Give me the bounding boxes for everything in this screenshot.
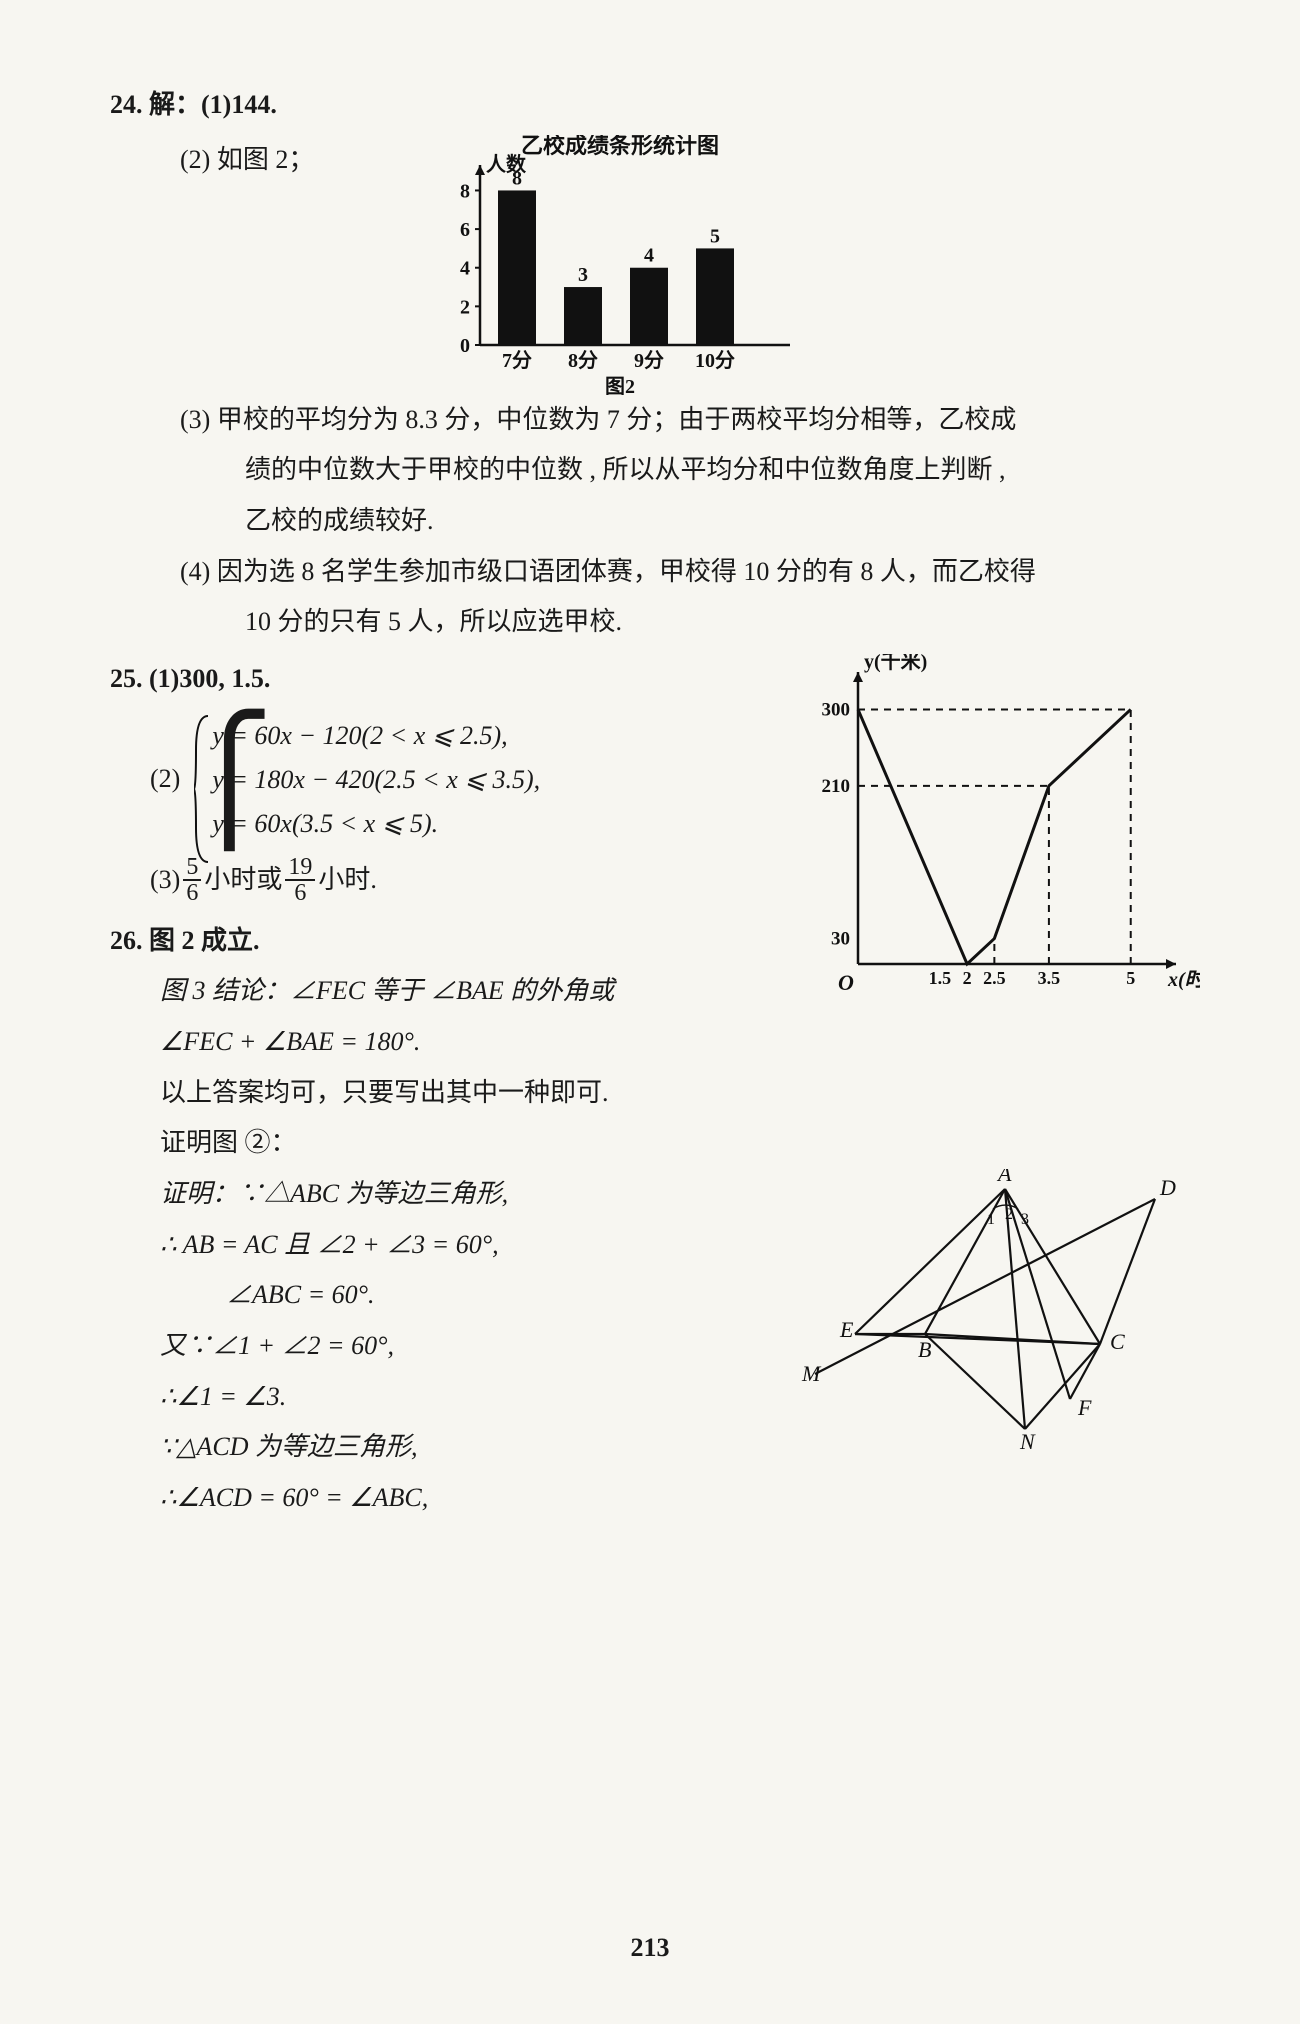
eq3: y = 60x(3.5 < x ⩽ 5). — [212, 802, 540, 846]
eq1: y = 60x − 120(2 < x ⩽ 2.5), — [212, 714, 540, 758]
svg-text:30: 30 — [831, 929, 850, 950]
svg-text:N: N — [1019, 1429, 1036, 1454]
line-graph: y(千米) x(时) O 30 210 300 1.5 2 2.5 3.5 5 — [800, 654, 1200, 1014]
svg-text:10分: 10分 — [695, 349, 735, 372]
svg-text:5: 5 — [710, 225, 720, 247]
p24-3-l3: 乙校的成绩较好. — [245, 496, 1200, 547]
svg-text:4: 4 — [460, 257, 470, 279]
p26-l2: 图 3 结论：∠FEC 等于 ∠BAE 的外角或 — [160, 966, 780, 1017]
bar-chart: 乙校成绩条形统计图人数0246887分38分49分510分分数图2 — [410, 135, 790, 395]
svg-text:x(时): x(时) — [1167, 968, 1200, 991]
svg-text:2.5: 2.5 — [983, 968, 1006, 988]
svg-text:5: 5 — [1126, 968, 1135, 988]
svg-text:O: O — [838, 970, 854, 995]
svg-text:4: 4 — [644, 244, 654, 266]
p24-4-l2: 10 分的只有 5 人，所以应选甲校. — [245, 597, 1200, 648]
svg-text:210: 210 — [822, 776, 851, 797]
svg-text:B: B — [918, 1337, 931, 1362]
frac-19-6: 19 6 — [285, 855, 315, 905]
svg-text:图2: 图2 — [605, 375, 635, 395]
p26-l4: 以上答案均可，只要写出其中一种即可. — [160, 1068, 1200, 1119]
p25-head: 25. (1)300, 1.5. — [110, 654, 780, 705]
p25-3: (3) 5 6 小时或 19 6 小时. — [150, 855, 780, 906]
p26-l8: ∠ABC = 60°. — [200, 1270, 790, 1321]
svg-text:9分: 9分 — [634, 349, 664, 372]
p24-part2-label: (2) 如图 2； — [180, 135, 410, 186]
p26-l1: 26. 图 2 成立. — [110, 916, 780, 967]
p24-3-l1: (3) 甲校的平均分为 8.3 分，中位数为 7 分；由于两校平均分相等，乙校成 — [180, 395, 1200, 446]
svg-text:0: 0 — [460, 335, 470, 357]
svg-text:E: E — [839, 1317, 854, 1342]
svg-text:6: 6 — [460, 219, 470, 241]
p25-3-tail: 小时. — [318, 855, 377, 906]
p26-l10: ∴∠1 = ∠3. — [160, 1372, 790, 1423]
svg-text:A: A — [996, 1169, 1012, 1186]
svg-text:D: D — [1159, 1175, 1176, 1200]
svg-text:1.5: 1.5 — [929, 968, 952, 988]
svg-text:乙校成绩条形统计图: 乙校成绩条形统计图 — [521, 135, 719, 158]
p25-3-mid: 小时或 — [204, 855, 282, 906]
p24-head: 24. 解：(1)144. — [110, 80, 1200, 131]
svg-text:2: 2 — [1005, 1206, 1013, 1223]
p26-l5: 证明图 ②： — [160, 1118, 1200, 1169]
p24-4-l1: (4) 因为选 8 名学生参加市级口语团体赛，甲校得 10 分的有 8 人，而乙… — [180, 547, 1200, 598]
p25-3-pre: (3) — [150, 855, 180, 906]
svg-text:M: M — [801, 1361, 822, 1386]
p26-l7: ∴ AB = AC 且 ∠2 + ∠3 = 60°, — [160, 1220, 790, 1271]
svg-text:3.5: 3.5 — [1038, 968, 1061, 988]
p26-l11: ∵△ACD 为等边三角形, — [160, 1422, 790, 1473]
svg-text:2: 2 — [460, 296, 470, 318]
svg-text:300: 300 — [822, 700, 851, 721]
svg-text:F: F — [1077, 1395, 1092, 1420]
p26-l12: ∴∠ACD = 60° = ∠ABC, — [160, 1473, 790, 1524]
svg-text:2: 2 — [963, 968, 972, 988]
svg-text:C: C — [1110, 1329, 1125, 1354]
svg-text:3: 3 — [1021, 1211, 1029, 1228]
p25-2-label: (2) — [150, 754, 180, 805]
page-number: 213 — [0, 1923, 1300, 1974]
p26-l3: ∠FEC + ∠BAE = 180°. — [160, 1017, 780, 1068]
svg-text:3: 3 — [578, 264, 588, 286]
p26-l6: 证明：∵△ABC 为等边三角形, — [160, 1169, 790, 1220]
svg-text:8: 8 — [512, 167, 522, 189]
svg-text:1: 1 — [987, 1211, 995, 1228]
geometry-figure: A B C D E F M N 123 — [800, 1169, 1200, 1469]
equation-lines: y = 60x − 120(2 < x ⩽ 2.5), y = 180x − 4… — [212, 714, 540, 847]
p26-l9: 又∵∠1 + ∠2 = 60°, — [160, 1321, 790, 1372]
svg-text:8: 8 — [460, 180, 470, 202]
svg-text:7分: 7分 — [502, 349, 532, 372]
p24-3-l2: 绩的中位数大于甲校的中位数 , 所以从平均分和中位数角度上判断 , — [245, 445, 1200, 496]
svg-text:y(千米): y(千米) — [864, 654, 927, 673]
svg-text:8分: 8分 — [568, 349, 598, 372]
eq2: y = 180x − 420(2.5 < x ⩽ 3.5), — [212, 758, 540, 802]
